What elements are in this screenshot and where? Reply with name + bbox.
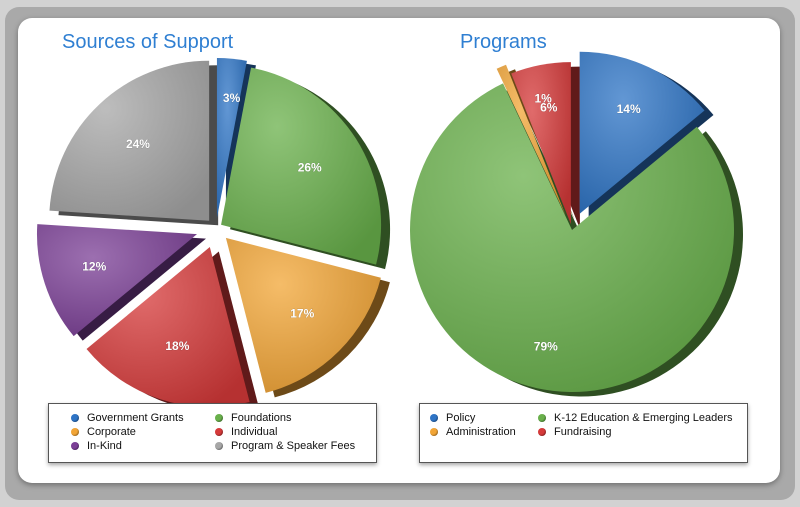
slice-policy	[579, 51, 705, 214]
legend-swatch-k-12-education-and-emerging-leaders	[538, 414, 546, 422]
programs-chart-title: Programs	[460, 31, 547, 53]
slice-label-fundraising: 6%	[540, 100, 558, 114]
slice-government-grants	[216, 58, 247, 219]
programs-legend: Policy K-12 Education & Emerging Leaders A…	[419, 403, 748, 463]
slice-corporate	[225, 237, 381, 393]
legend-swatch-individual	[215, 428, 223, 436]
slice-administration	[496, 64, 566, 216]
slice-label-policy: 14%	[617, 102, 641, 116]
legend-item-k-12-education-and-emerging-leaders: K-12 Education & Emerging Leaders	[538, 412, 733, 424]
legend-label: K-12 Education & Emerging Leaders	[554, 412, 733, 424]
legend-label: In-Kind	[87, 440, 122, 452]
legend-swatch-administration	[430, 428, 438, 436]
slice-label-foundations: 26%	[298, 161, 322, 175]
pie-slice-labels: 3% 26% 17% 18% 12% 24%	[82, 91, 322, 354]
legend-item-foundations: Foundations	[215, 412, 292, 424]
pie-slice-labels: 14% 79% 1%6%	[534, 91, 642, 353]
pie-slices	[36, 58, 382, 408]
programs-pie: 14% 79% 1%6%	[410, 51, 743, 397]
slice-label-administration: 1%	[534, 92, 552, 106]
sources-legend: Government Grants Foundations Corporate Ind…	[48, 403, 377, 463]
legend-swatch-corporate	[71, 428, 79, 436]
legend-swatch-policy	[430, 414, 438, 422]
legend-label: Foundations	[231, 412, 292, 424]
legend-swatch-in-kind	[71, 442, 79, 450]
legend-swatch-foundations	[215, 414, 223, 422]
legend-item-administration: Administration	[430, 426, 516, 438]
slice-fundraising	[511, 62, 571, 225]
legend-item-government-grants: Government Grants	[71, 412, 184, 424]
sources-of-support-pie: 3% 26% 17% 18% 12% 24%	[36, 58, 391, 412]
legend-swatch-government-grants	[71, 414, 79, 422]
legend-label: Policy	[446, 412, 476, 424]
legend-label: Program & Speaker Fees	[231, 440, 356, 452]
slice-in-kind	[36, 224, 197, 337]
legend-item-in-kind: In-Kind	[71, 440, 122, 452]
legend-label: Corporate	[87, 426, 136, 438]
slice-label-individual: 18%	[165, 339, 189, 353]
legend-label: Individual	[231, 426, 278, 438]
legend-swatch-fundraising	[538, 428, 546, 436]
slice-foundations	[221, 67, 382, 265]
slice-k-12-education-and-emerging-leaders	[410, 83, 734, 392]
legend-item-program-and-speaker-fees: Program & Speaker Fees	[215, 440, 355, 452]
pie-slices	[410, 51, 734, 392]
legend-swatch-program-and-speaker-fees	[215, 442, 223, 450]
slice-label-corporate: 17%	[290, 306, 314, 320]
slice-label-in-kind: 12%	[82, 260, 106, 274]
legend-item-policy: Policy	[430, 412, 475, 424]
slice-label-government-grants: 3%	[223, 91, 241, 105]
slice-label-k-12-education-and-emerging-leaders: 79%	[534, 339, 558, 353]
legend-label: Administration	[446, 426, 516, 438]
legend-item-individual: Individual	[215, 426, 277, 438]
legend-item-fundraising: Fundraising	[538, 426, 611, 438]
slice-label-program-and-speaker-fees: 24%	[126, 137, 150, 151]
legend-label: Fundraising	[554, 426, 612, 438]
legend-item-corporate: Corporate	[71, 426, 136, 438]
slice-program-and-speaker-fees	[49, 60, 210, 221]
legend-label: Government Grants	[87, 412, 184, 424]
sources-chart-title: Sources of Support	[62, 31, 234, 53]
slice-individual	[86, 247, 250, 408]
